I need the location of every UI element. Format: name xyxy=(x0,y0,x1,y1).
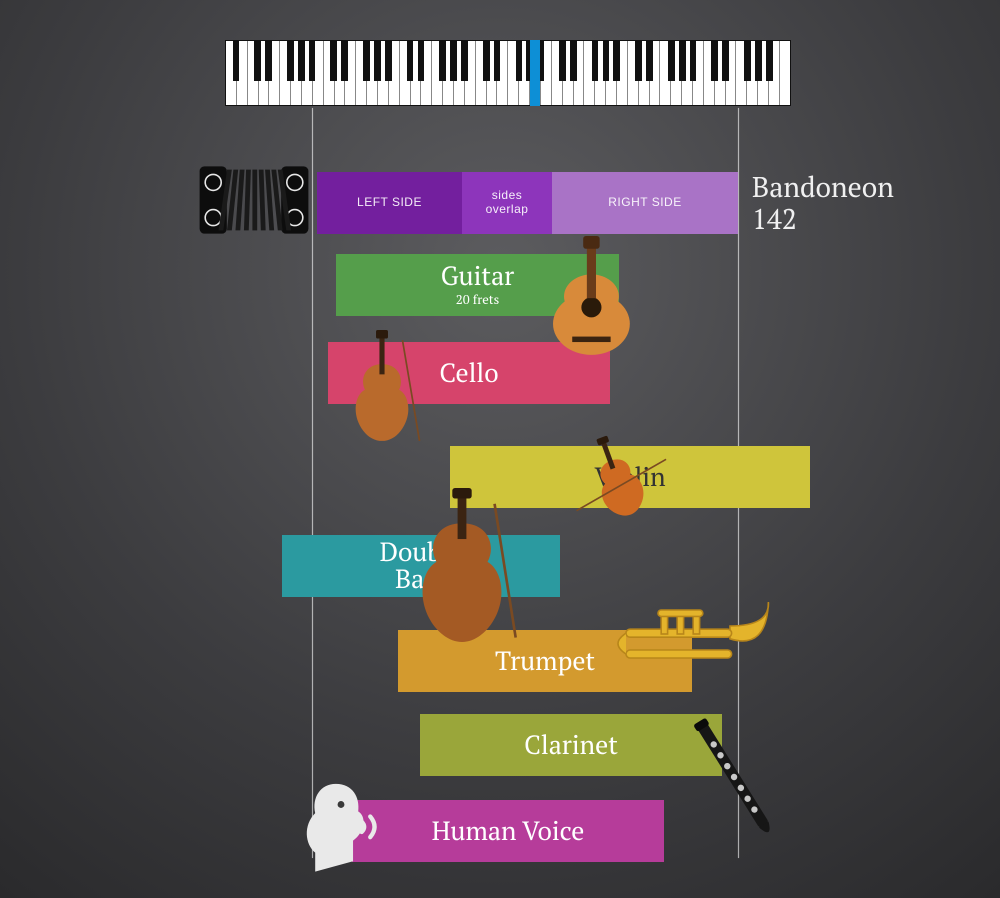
black-key xyxy=(461,40,468,81)
bandoneon-segment: LEFT SIDE xyxy=(317,172,462,234)
black-key xyxy=(613,40,620,81)
black-key xyxy=(570,40,577,81)
black-key xyxy=(635,40,642,81)
range-bar-title: Cello xyxy=(439,356,498,390)
black-key xyxy=(755,40,762,81)
black-key xyxy=(679,40,686,81)
black-key xyxy=(385,40,392,81)
black-key xyxy=(407,40,414,81)
black-key xyxy=(646,40,653,81)
black-key xyxy=(668,40,675,81)
black-key xyxy=(559,40,566,81)
range-bar-title: DoubleBass xyxy=(380,535,463,596)
range-bar-title: Trumpet xyxy=(495,644,595,678)
range-bar: Guitar20 frets xyxy=(336,254,619,316)
black-key xyxy=(309,40,316,81)
black-key xyxy=(722,40,729,81)
range-bar: Clarinet xyxy=(420,714,722,776)
black-key xyxy=(744,40,751,81)
range-bar: Cello xyxy=(328,342,610,404)
black-key xyxy=(690,40,697,81)
black-key xyxy=(450,40,457,81)
range-bar: Trumpet xyxy=(398,630,692,692)
black-key xyxy=(711,40,718,81)
bandoneon-segment-label: LEFT SIDE xyxy=(357,196,422,210)
bandoneon-segment-label: RIGHT SIDE xyxy=(608,196,681,210)
keyboard-marker xyxy=(530,40,540,106)
range-bar-title: Violin xyxy=(594,460,665,494)
range-bar-title: Guitar xyxy=(441,259,514,293)
black-key xyxy=(603,40,610,81)
black-key xyxy=(592,40,599,81)
bandoneon-segment-label: sidesoverlap xyxy=(486,189,529,217)
bandoneon-label-line2: 142 xyxy=(752,201,797,238)
black-key xyxy=(233,40,240,81)
range-bar-title: Human Voice xyxy=(432,814,585,848)
black-key xyxy=(287,40,294,81)
black-key xyxy=(330,40,337,81)
white-key xyxy=(779,41,790,105)
range-bar-title: Clarinet xyxy=(524,728,618,762)
black-key xyxy=(494,40,501,81)
range-bar: Violin xyxy=(450,446,810,508)
black-key xyxy=(483,40,490,81)
black-key xyxy=(254,40,261,81)
range-bar: Human Voice xyxy=(352,800,664,862)
black-key xyxy=(439,40,446,81)
black-key xyxy=(418,40,425,81)
piano-keyboard xyxy=(225,40,791,106)
black-key xyxy=(265,40,272,81)
black-key xyxy=(374,40,381,81)
black-key xyxy=(516,40,523,81)
bandoneon-segment: sidesoverlap xyxy=(462,172,552,234)
black-key xyxy=(363,40,370,81)
black-key xyxy=(298,40,305,81)
black-key xyxy=(341,40,348,81)
bandoneon-label: Bandoneon 142 xyxy=(752,172,894,236)
bandoneon-segment: RIGHT SIDE xyxy=(552,172,738,234)
black-key xyxy=(766,40,773,81)
range-bar: DoubleBass xyxy=(282,535,560,597)
